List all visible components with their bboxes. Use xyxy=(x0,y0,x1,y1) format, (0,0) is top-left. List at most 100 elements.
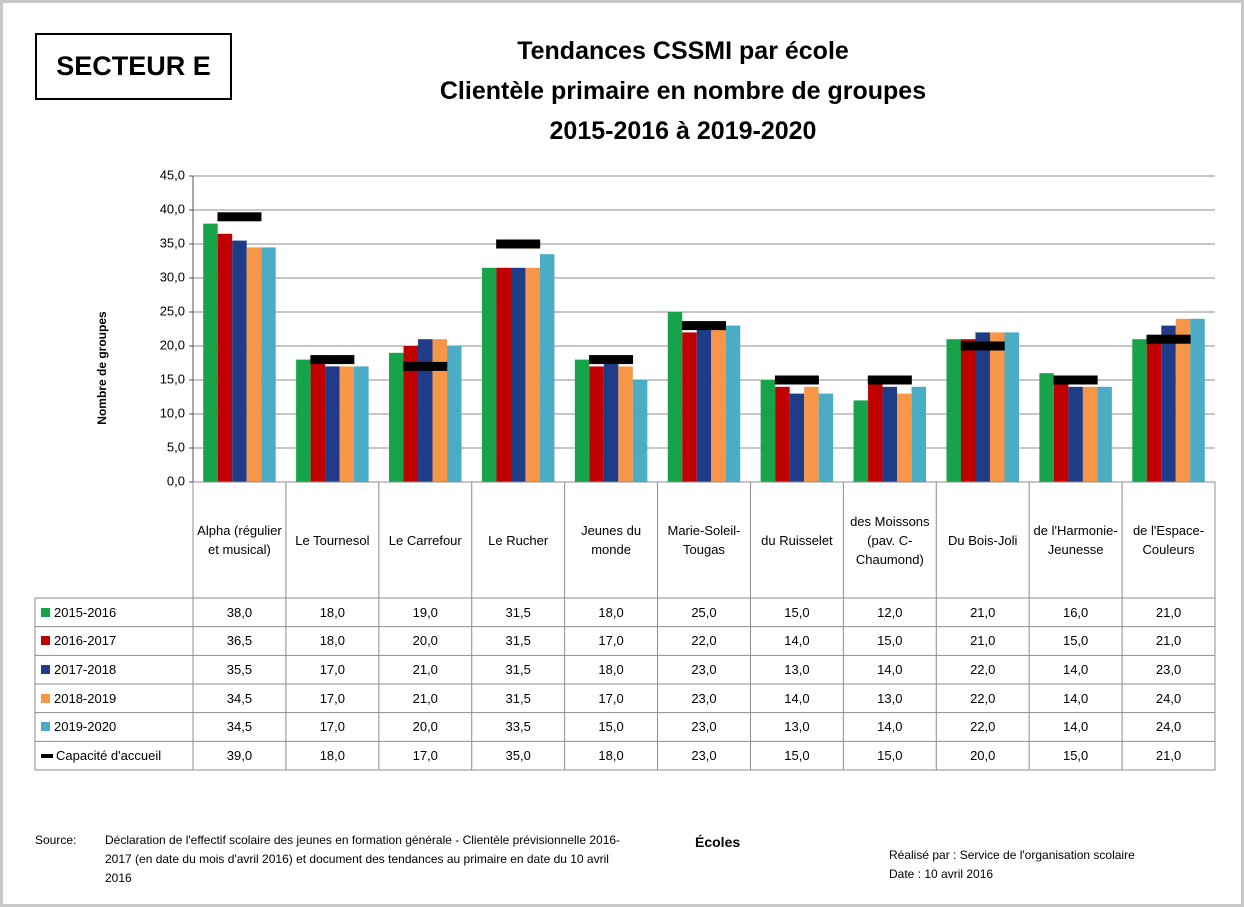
legend-label: 2019-2020 xyxy=(54,719,117,735)
bar xyxy=(760,380,776,482)
chart-title: Clientèle primaire en nombre de groupes xyxy=(439,77,927,105)
capacity-marker xyxy=(1053,375,1098,385)
table-value: 14,0 xyxy=(784,633,810,649)
table-value: 23,0 xyxy=(691,719,717,735)
bar xyxy=(975,332,990,482)
table-value: 17,0 xyxy=(319,662,346,678)
table-value: 14,0 xyxy=(784,690,810,706)
capacity-marker xyxy=(496,239,541,249)
bar xyxy=(525,267,540,482)
bar xyxy=(403,346,419,482)
bar xyxy=(232,240,247,482)
capacity-marker xyxy=(774,375,819,385)
table-value: 31,5 xyxy=(505,690,531,706)
category-label: Alpha (régulier et musical) xyxy=(197,523,282,557)
table-value: 23,0 xyxy=(691,748,717,764)
table-value: 15,0 xyxy=(877,748,903,764)
bar xyxy=(682,332,697,482)
bar xyxy=(261,247,276,482)
y-tick-label: 40,0 xyxy=(160,201,185,216)
bar xyxy=(696,325,712,482)
legend-label: Capacité d'accueil xyxy=(56,748,162,764)
capacity-marker xyxy=(682,321,726,331)
y-tick-label: 15,0 xyxy=(160,371,185,386)
bar xyxy=(1132,339,1147,482)
table-value: 21,0 xyxy=(412,662,438,678)
bar xyxy=(325,366,340,482)
table-value: 38,0 xyxy=(226,604,253,620)
table-value: 24,0 xyxy=(1155,690,1182,706)
y-tick-label: 25,0 xyxy=(160,303,185,318)
capacity-marker xyxy=(310,355,355,365)
table-value: 31,5 xyxy=(505,662,531,678)
bar xyxy=(339,366,355,482)
table-value: 21,0 xyxy=(1155,748,1182,764)
bar xyxy=(389,352,404,482)
bar xyxy=(589,366,604,482)
legend-swatch xyxy=(41,607,50,617)
category-label: de l'Harmonie-Jeunesse xyxy=(1033,523,1118,557)
legend-swatch xyxy=(41,753,53,758)
bar xyxy=(1039,373,1054,482)
bar xyxy=(818,393,834,482)
bar xyxy=(1146,339,1162,482)
table-value: 17,0 xyxy=(319,719,346,735)
legend-entry: 2016-2017 xyxy=(35,627,193,656)
y-tick-label: 30,0 xyxy=(160,269,185,284)
table-value: 21,0 xyxy=(970,633,996,649)
table-value: 34,5 xyxy=(226,690,253,706)
bar xyxy=(667,312,683,482)
table-value: 18,0 xyxy=(598,604,624,620)
y-tick-label: 35,0 xyxy=(160,235,185,250)
source-text: Déclaration de l'effectif scolaire des j… xyxy=(105,833,621,885)
bar xyxy=(775,386,790,482)
table-value: 15,0 xyxy=(598,719,624,735)
category-label: Le Tournesol xyxy=(295,532,370,548)
table-value: 20,0 xyxy=(412,719,438,735)
table-value: 15,0 xyxy=(1062,633,1089,649)
bar xyxy=(618,366,633,482)
table-value: 23,0 xyxy=(691,690,717,706)
table-value: 15,0 xyxy=(784,748,810,764)
bar xyxy=(1190,318,1205,482)
capacity-marker xyxy=(867,375,912,385)
table-value: 24,0 xyxy=(1155,719,1182,735)
table-value: 13,0 xyxy=(784,719,810,735)
capacity-marker xyxy=(1146,334,1191,344)
capacity-marker xyxy=(217,212,262,222)
table-value: 20,0 xyxy=(412,633,438,649)
bar xyxy=(711,325,726,482)
legend-label: 2018-2019 xyxy=(54,690,117,706)
bar xyxy=(725,325,741,482)
table-value: 18,0 xyxy=(319,633,346,649)
table-value: 17,0 xyxy=(319,690,346,706)
bar xyxy=(510,267,526,482)
table-value: 36,5 xyxy=(226,633,253,649)
table-value: 14,0 xyxy=(1062,719,1089,735)
table-value: 22,0 xyxy=(970,719,996,735)
legend-label: 2016-2017 xyxy=(54,633,117,649)
y-tick-label: 10,0 xyxy=(160,405,185,420)
bar xyxy=(539,254,555,482)
bar xyxy=(447,346,462,482)
legend-swatch xyxy=(41,636,50,646)
table-value: 12,0 xyxy=(877,604,903,620)
table-value: 33,5 xyxy=(505,719,531,735)
bar xyxy=(911,386,927,482)
bar xyxy=(804,386,819,482)
legend-entry: Capacité d'accueil xyxy=(35,741,193,770)
bar xyxy=(1175,318,1191,482)
table-value: 39,0 xyxy=(226,748,253,764)
table-value: 13,0 xyxy=(784,662,810,678)
bar xyxy=(897,393,912,482)
legend-label: 2015-2016 xyxy=(54,604,117,620)
category-label: des Moissons (pav. C-Chaumond) xyxy=(850,513,930,567)
table-value: 18,0 xyxy=(319,748,346,764)
source-label: Source: xyxy=(35,833,77,847)
bar xyxy=(1161,325,1176,482)
table-value: 21,0 xyxy=(970,604,996,620)
legend-entry: 2018-2019 xyxy=(35,684,193,713)
date: Date : 10 avril 2016 xyxy=(889,867,994,881)
bar xyxy=(1097,386,1112,482)
